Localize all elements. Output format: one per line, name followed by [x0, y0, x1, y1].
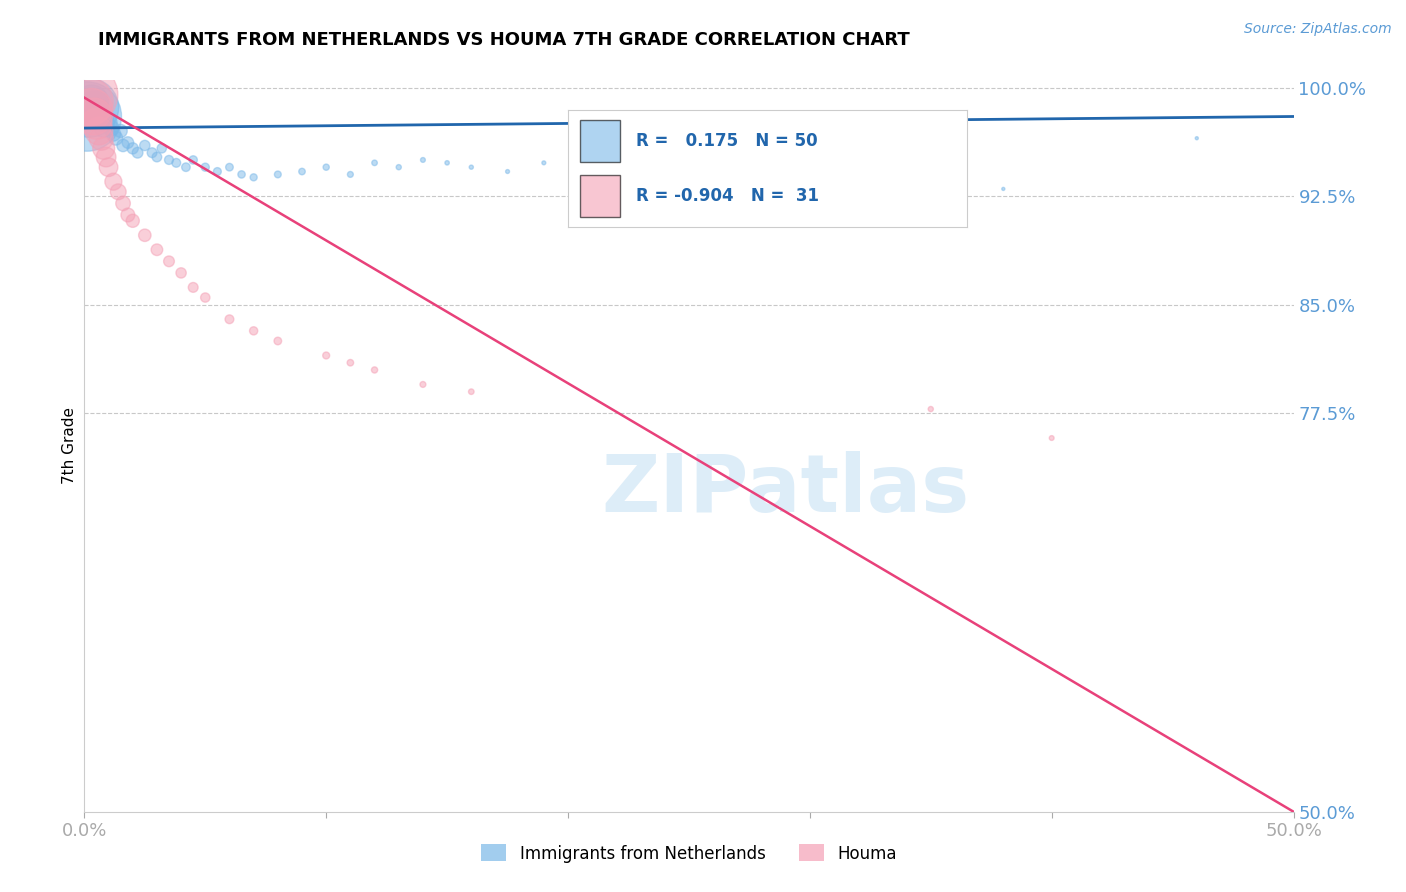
Point: [218, 160, 240, 174]
Point: [77, 95, 100, 109]
Point: [496, 164, 519, 178]
Point: [436, 156, 458, 170]
Point: [460, 160, 482, 174]
Point: [150, 141, 173, 155]
Point: [194, 160, 217, 174]
Point: [112, 196, 135, 211]
Point: [630, 153, 652, 167]
Point: [127, 145, 149, 160]
Point: [165, 156, 187, 170]
Point: [678, 145, 700, 160]
Point: [315, 349, 337, 363]
Point: [363, 363, 385, 377]
Point: [87, 124, 110, 138]
Point: [93, 121, 115, 136]
Point: [786, 153, 808, 167]
Point: [242, 324, 264, 338]
Point: [231, 168, 253, 182]
Point: [80, 95, 103, 109]
Point: [107, 185, 129, 199]
Y-axis label: 7th Grade: 7th Grade: [62, 408, 77, 484]
Point: [117, 208, 139, 222]
Point: [1185, 131, 1208, 145]
Point: [339, 168, 361, 182]
Point: [110, 124, 132, 138]
Point: [141, 145, 163, 160]
Point: [412, 153, 434, 167]
Point: [174, 160, 197, 174]
Point: [207, 164, 229, 178]
Point: [100, 121, 122, 136]
Point: [181, 153, 204, 167]
Point: [412, 377, 434, 392]
Point: [121, 214, 143, 228]
Point: [103, 175, 125, 189]
Point: [146, 243, 169, 257]
Point: [267, 334, 290, 348]
Point: [134, 138, 156, 153]
Point: [87, 103, 110, 118]
Text: IMMIGRANTS FROM NETHERLANDS VS HOUMA 7TH GRADE CORRELATION CHART: IMMIGRANTS FROM NETHERLANDS VS HOUMA 7TH…: [98, 31, 910, 49]
Point: [460, 384, 482, 399]
Point: [94, 117, 117, 131]
Point: [218, 312, 240, 326]
Point: [920, 402, 942, 417]
Point: [121, 141, 143, 155]
Point: [104, 131, 127, 145]
Point: [80, 102, 103, 116]
Legend: Immigrants from Netherlands, Houma: Immigrants from Netherlands, Houma: [475, 838, 903, 869]
Point: [291, 164, 314, 178]
Point: [83, 110, 105, 124]
Point: [76, 110, 98, 124]
Point: [157, 254, 180, 268]
Point: [533, 156, 555, 170]
Point: [76, 87, 98, 102]
Point: [315, 160, 337, 174]
Point: [267, 168, 290, 182]
Point: [134, 228, 156, 243]
Point: [846, 150, 869, 164]
Point: [77, 101, 100, 115]
Point: [97, 160, 120, 174]
Point: [725, 156, 748, 170]
Point: [117, 136, 139, 150]
Point: [83, 98, 105, 112]
Point: [112, 138, 135, 153]
Point: [181, 280, 204, 294]
Point: [146, 150, 169, 164]
Point: [581, 160, 603, 174]
Text: ZIPatlas: ZIPatlas: [602, 450, 970, 529]
Point: [363, 156, 385, 170]
Point: [170, 266, 193, 280]
Point: [86, 106, 108, 120]
Point: [94, 150, 117, 164]
Point: [1040, 431, 1063, 445]
Text: Source: ZipAtlas.com: Source: ZipAtlas.com: [1244, 22, 1392, 37]
Point: [157, 153, 180, 167]
Point: [90, 112, 112, 127]
Point: [103, 127, 125, 141]
Point: [194, 291, 217, 305]
Point: [388, 160, 411, 174]
Point: [90, 131, 112, 145]
Point: [242, 170, 264, 185]
Point: [993, 182, 1015, 196]
Point: [339, 356, 361, 370]
Point: [93, 141, 115, 155]
Point: [97, 115, 120, 129]
Point: [86, 117, 108, 131]
